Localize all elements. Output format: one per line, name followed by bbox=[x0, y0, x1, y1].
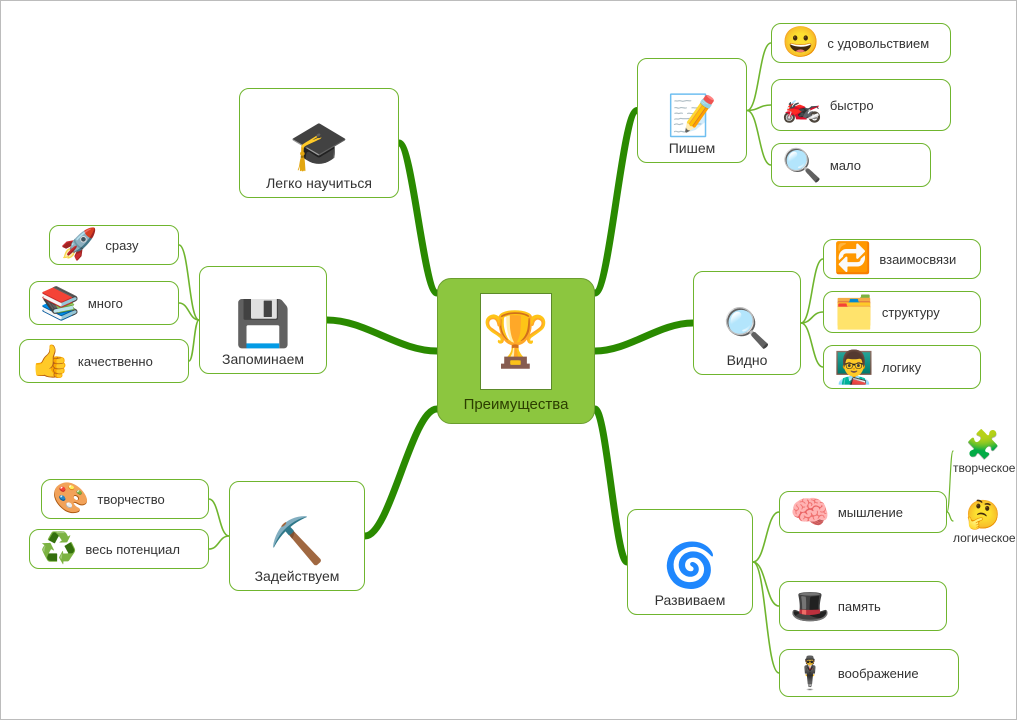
central-node[interactable]: 🏆 Преимущества bbox=[437, 278, 595, 424]
turbine-icon: 🌀 bbox=[663, 545, 717, 588]
magnifier-icon: 🔍 bbox=[723, 310, 771, 348]
branch-remember-label: Запоминаем bbox=[222, 351, 304, 367]
leaf-write-1-label: быстро bbox=[830, 98, 874, 113]
leaf-write-0-label: с удовольствием bbox=[827, 36, 929, 51]
magician-disc-icon: 🎩 bbox=[790, 590, 830, 622]
thumbs-up-icon: 👍 bbox=[30, 345, 70, 377]
leaf-remember-2-label: качественно bbox=[78, 354, 153, 369]
leaf-engage-1-label: весь потенциал bbox=[85, 542, 180, 557]
thinking-icon: 🤔 bbox=[953, 501, 1013, 529]
leaf-develop-1-label: память bbox=[838, 599, 881, 614]
extra-1: 🤔 логическое bbox=[953, 501, 1013, 545]
books-stack-icon: 📚 bbox=[40, 287, 80, 319]
graduate-icon: 🎓 bbox=[289, 123, 349, 171]
trophy-icon: 🏆 bbox=[482, 313, 549, 367]
leaf-remember-1[interactable]: 📚 много bbox=[29, 281, 179, 325]
leaf-see-1[interactable]: 🗂️ структуру bbox=[823, 291, 981, 333]
branch-write-label: Пишем bbox=[669, 140, 716, 156]
branch-write[interactable]: 📝 Пишем bbox=[637, 58, 747, 163]
smiley-icon: 😀 bbox=[782, 28, 819, 58]
branch-engage[interactable]: ⛏️ Задействуем bbox=[229, 481, 365, 591]
leaf-write-1[interactable]: 🏍️ быстро bbox=[771, 79, 951, 131]
leaf-remember-0[interactable]: 🚀 сразу bbox=[49, 225, 179, 265]
brain-icon: 🧠 bbox=[790, 496, 830, 528]
extra-1-label: логическое bbox=[953, 531, 1016, 545]
central-label: Преимущества bbox=[464, 396, 569, 413]
floppy-cursor-icon: 💾 bbox=[235, 302, 291, 347]
rocket-brush-icon: 🚀 bbox=[60, 230, 97, 260]
leaf-remember-2[interactable]: 👍 качественно bbox=[19, 339, 189, 383]
palette-icon: 🎨 bbox=[52, 484, 89, 514]
vitruvian-icon: 🕴️ bbox=[790, 657, 830, 689]
leaf-engage-1[interactable]: ♻️ весь потенциал bbox=[29, 529, 209, 569]
central-icon-frame: 🏆 bbox=[480, 293, 552, 390]
magnifier-small-icon: 🔍 bbox=[782, 149, 822, 181]
leaf-develop-2[interactable]: 🕴️ воображение bbox=[779, 649, 959, 697]
leaf-see-0-label: взаимосвязи bbox=[879, 252, 956, 267]
branch-see[interactable]: 🔍 Видно bbox=[693, 271, 801, 375]
branch-learn[interactable]: 🎓 Легко научиться bbox=[239, 88, 399, 198]
leaf-see-0[interactable]: 🔁 взаимосвязи bbox=[823, 239, 981, 279]
leaf-see-1-label: структуру bbox=[882, 305, 940, 320]
leaf-develop-2-label: воображение bbox=[838, 666, 919, 681]
leaf-remember-1-label: много bbox=[88, 296, 123, 311]
puzzle-icon: 🧩 bbox=[953, 431, 1013, 459]
branch-learn-label: Легко научиться bbox=[266, 175, 372, 191]
leaf-remember-0-label: сразу bbox=[105, 238, 138, 253]
branch-develop[interactable]: 🌀 Развиваем bbox=[627, 509, 753, 615]
branch-develop-label: Развиваем bbox=[655, 592, 726, 608]
leaf-see-2-label: логику bbox=[882, 360, 921, 375]
motorbike-icon: 🏍️ bbox=[782, 89, 822, 121]
leaf-develop-0[interactable]: 🧠 мышление bbox=[779, 491, 947, 533]
org-chart-icon: 🗂️ bbox=[834, 296, 874, 328]
leaf-write-2-label: мало bbox=[830, 158, 861, 173]
swap-arrows-icon: 🔁 bbox=[834, 244, 871, 274]
leaf-develop-1[interactable]: 🎩 память bbox=[779, 581, 947, 631]
leaf-see-2[interactable]: 👨‍🏫 логику bbox=[823, 345, 981, 389]
branch-engage-label: Задействуем bbox=[255, 568, 340, 584]
branch-see-label: Видно bbox=[727, 352, 768, 368]
leaf-write-2[interactable]: 🔍 мало bbox=[771, 143, 931, 187]
extra-0-label: творческое bbox=[953, 461, 1015, 475]
leaf-engage-0-label: творчество bbox=[97, 492, 164, 507]
presenter-icon: 👨‍🏫 bbox=[834, 351, 874, 383]
paper-pen-icon: 📝 bbox=[667, 96, 717, 136]
branch-remember[interactable]: 💾 Запоминаем bbox=[199, 266, 327, 374]
recycle-icon: ♻️ bbox=[40, 534, 77, 564]
leaf-develop-0-label: мышление bbox=[838, 505, 903, 520]
leaf-write-0[interactable]: 😀 с удовольствием bbox=[771, 23, 951, 63]
leaf-engage-0[interactable]: 🎨 творчество bbox=[41, 479, 209, 519]
extra-0: 🧩 творческое bbox=[953, 431, 1013, 475]
mindmap-canvas: 🏆 Преимущества 🎓 Легко научиться 📝 Пишем 😀 с уд… bbox=[0, 0, 1017, 720]
worker-icon: ⛏️ bbox=[269, 519, 325, 564]
